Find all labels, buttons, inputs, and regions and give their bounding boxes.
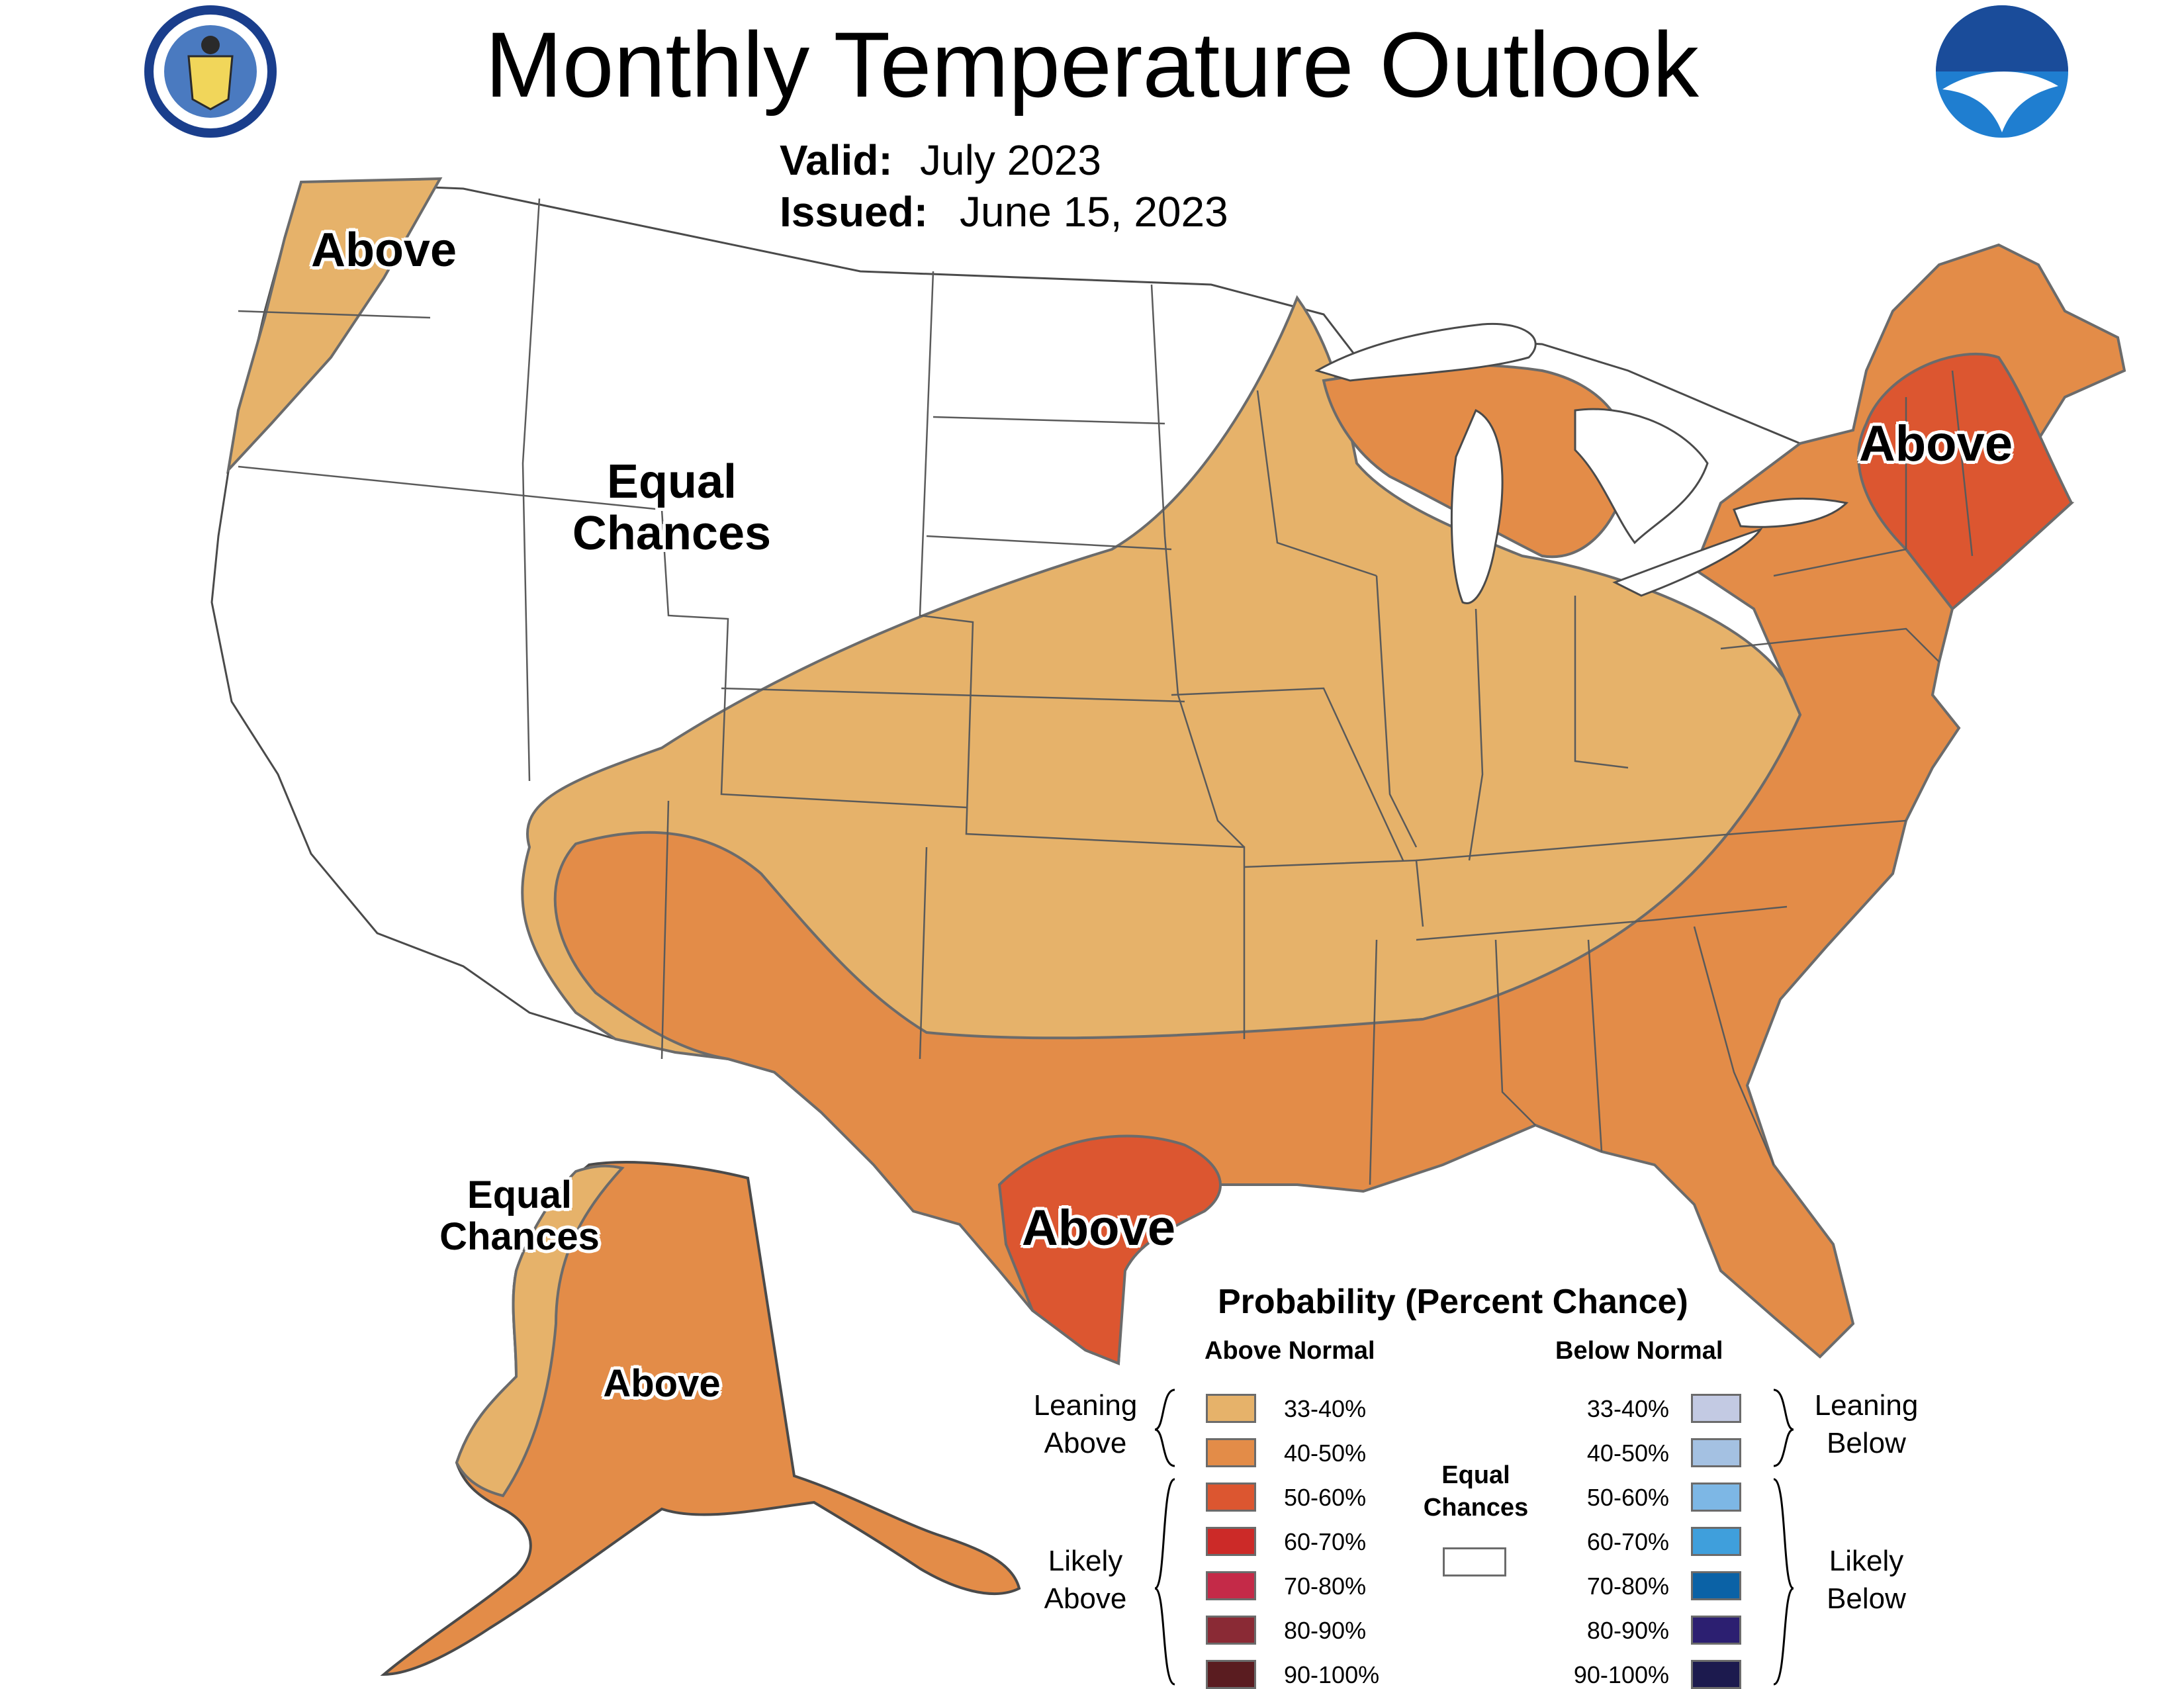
legend-above-swatch xyxy=(1206,1527,1256,1556)
legend-below-label: 40-50% xyxy=(1586,1439,1669,1467)
legend-likely-above: Likely Above xyxy=(1044,1545,1127,1616)
nw-above-area xyxy=(226,177,443,475)
state-boundaries xyxy=(238,198,1974,1185)
legend-above-label: 33-40% xyxy=(1284,1395,1367,1422)
legend-below-label: 60-70% xyxy=(1586,1528,1669,1555)
legend-below-swatch xyxy=(1691,1394,1741,1423)
region-label-alaska-west: Equal Chances xyxy=(439,1173,600,1258)
legend-below-label: 80-90% xyxy=(1586,1617,1669,1644)
page-title: Monthly Temperature Outlook xyxy=(485,13,1699,116)
texas-likely-above-area xyxy=(997,1134,1222,1365)
legend-above-swatch xyxy=(1206,1571,1256,1600)
legend-below-swatch xyxy=(1691,1483,1741,1512)
lake-ontario xyxy=(1733,497,1849,528)
legend-below-swatch xyxy=(1691,1616,1741,1645)
legend-below-swatch xyxy=(1691,1571,1741,1600)
region-label-west: Equal Chances xyxy=(572,455,772,560)
legend-leaning-above: Leaning Above xyxy=(1033,1389,1138,1460)
region-label-northwest: Above xyxy=(310,224,457,277)
valid-label: Valid: xyxy=(780,136,893,184)
issued-value: June 15, 2023 xyxy=(960,188,1228,236)
region-label-south-texas: Above xyxy=(1021,1200,1176,1256)
legend-equal-swatch xyxy=(1443,1547,1506,1576)
valid-value: July 2023 xyxy=(920,136,1101,184)
legend-above-label: 60-70% xyxy=(1284,1528,1367,1555)
legend-above-swatch xyxy=(1206,1394,1256,1423)
legend-above-label: 70-80% xyxy=(1284,1573,1367,1600)
legend-title: Probability (Percent Chance) xyxy=(1218,1283,1688,1321)
legend-below-swatch xyxy=(1691,1660,1741,1689)
legend-below-swatch xyxy=(1691,1438,1741,1467)
legend-above-label: 80-90% xyxy=(1284,1617,1367,1644)
legend-equal-chances: Equal Chances xyxy=(1423,1461,1529,1522)
legend-above-swatch xyxy=(1206,1660,1256,1689)
legend-above-header: Above Normal xyxy=(1205,1337,1375,1365)
legend-above-label: 50-60% xyxy=(1284,1484,1367,1511)
lake-michigan xyxy=(1450,408,1504,604)
legend-leaning-below: Leaning Below xyxy=(1814,1389,1919,1460)
lake-superior xyxy=(1314,322,1537,382)
legend-below-swatch xyxy=(1691,1527,1741,1556)
lake-huron xyxy=(1574,408,1709,545)
legend-above-label: 90-100% xyxy=(1284,1661,1380,1688)
legend-above-swatch xyxy=(1206,1616,1256,1645)
south-above-area xyxy=(553,243,2126,1365)
noaa-logo xyxy=(1936,5,2068,138)
legend-below-label: 33-40% xyxy=(1586,1395,1669,1422)
alaska-lean-above-area xyxy=(455,1164,625,1498)
legend-above-label: 40-50% xyxy=(1284,1439,1367,1467)
region-label-alaska-main: Above xyxy=(603,1362,721,1405)
issued-label: Issued: xyxy=(780,188,929,236)
legend-below-label: 90-100% xyxy=(1573,1661,1669,1688)
lake-erie xyxy=(1612,527,1763,597)
legend-below-label: 50-60% xyxy=(1586,1484,1669,1511)
commerce-seal-logo xyxy=(144,5,277,138)
legend-likely-below: Likely Below xyxy=(1827,1545,1906,1616)
legend-below-label: 70-80% xyxy=(1586,1573,1669,1600)
region-label-northeast: Above xyxy=(1858,416,2013,472)
legend-below-header: Below Normal xyxy=(1555,1337,1723,1365)
legend-above-swatch xyxy=(1206,1438,1256,1467)
legend-above-swatch xyxy=(1206,1483,1256,1512)
